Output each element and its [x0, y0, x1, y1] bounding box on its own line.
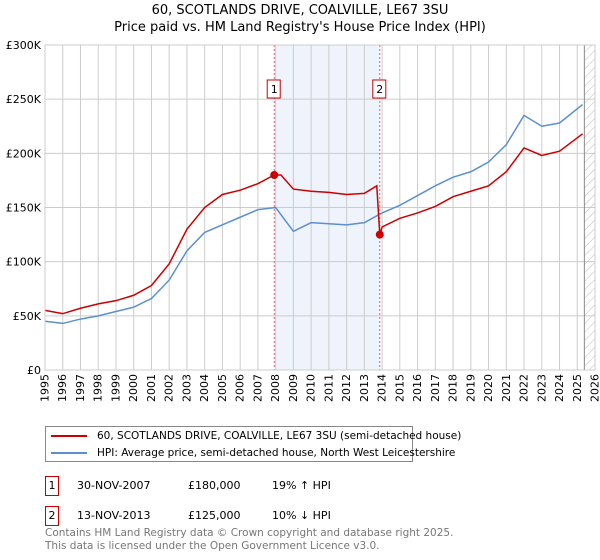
- y-tick-label: £100K: [6, 256, 42, 269]
- x-tick-label: 2017: [429, 374, 442, 402]
- y-tick-label: £0: [27, 364, 41, 377]
- annotation-box: [372, 79, 387, 99]
- legend-item-property: 60, SCOTLANDS DRIVE, COALVILLE, LE67 3SU…: [46, 428, 461, 444]
- x-tick-label: 2008: [269, 374, 282, 402]
- series-line: [44, 103, 584, 325]
- legend-swatch: [51, 452, 87, 454]
- x-tick-label: 1995: [39, 374, 52, 402]
- x-tick-label: 2010: [305, 374, 318, 402]
- transaction-date: 13-NOV-2013: [77, 509, 151, 522]
- annotation-label: 1: [271, 83, 278, 96]
- x-tick-label: 2018: [447, 374, 460, 402]
- x-tick-label: 2019: [464, 374, 477, 402]
- y-tick-label: £150K: [6, 202, 42, 215]
- sale-point: [270, 171, 279, 179]
- x-tick-label: 2025: [571, 374, 584, 402]
- x-tick-label: 2015: [393, 374, 406, 402]
- footer-line: This data is licensed under the Open Gov…: [45, 540, 380, 552]
- transaction-badge: 2: [45, 506, 59, 526]
- transaction-date: 30-NOV-2007: [77, 479, 151, 492]
- y-tick-label: £200K: [6, 147, 42, 160]
- x-tick-label: 2024: [553, 374, 566, 402]
- legend-swatch: [51, 435, 87, 437]
- transaction-badge: 1: [45, 476, 59, 496]
- series-line: [44, 133, 584, 315]
- chart-subtitle: Price paid vs. HM Land Registry's House …: [114, 20, 486, 35]
- price-chart: 1995 1996 1997 1998 1999 2000 2001 2002 2003 2004…: [6, 39, 600, 402]
- y-tick-label: £50K: [13, 310, 42, 323]
- transaction-price: £180,000: [188, 479, 241, 492]
- x-tick-label: 2002: [163, 374, 176, 402]
- footer-line: Contains HM Land Registry data © Crown c…: [45, 527, 454, 539]
- transaction-hpi: 10% ↓ HPI: [272, 509, 331, 522]
- x-tick-label: 1996: [56, 374, 69, 402]
- transaction-row: 2 13-NOV-2013 £125,000 10% ↓ HPI: [45, 506, 445, 526]
- x-tick-label: 1999: [109, 374, 122, 402]
- x-tick-label: 2013: [358, 374, 371, 402]
- x-tick-label: 2012: [340, 374, 353, 402]
- legend: 60, SCOTLANDS DRIVE, COALVILLE, LE67 3SU…: [45, 426, 461, 462]
- x-tick-label: 1997: [74, 374, 87, 402]
- x-tick-label: 1998: [92, 374, 105, 402]
- legend-label: 60, SCOTLANDS DRIVE, COALVILLE, LE67 3SU…: [97, 430, 462, 442]
- x-tick-label: 2016: [411, 374, 424, 402]
- sale-point: [375, 230, 384, 239]
- chart-title: 60, SCOTLANDS DRIVE, COALVILLE, LE67 3SU: [151, 3, 449, 18]
- x-tick-label: 2000: [127, 374, 140, 402]
- legend-label: HPI: Average price, semi-detached house,…: [97, 447, 456, 459]
- x-tick-label: 2001: [145, 374, 158, 402]
- legend-item-hpi: HPI: Average price, semi-detached house,…: [46, 445, 455, 461]
- x-tick-label: 2003: [180, 374, 193, 402]
- x-tick-label: 2007: [251, 374, 264, 402]
- x-tick-label: 2022: [518, 374, 531, 402]
- x-tick-label: 2004: [198, 374, 211, 402]
- y-tick-label: £300K: [6, 39, 42, 52]
- transaction-hpi: 19% ↑ HPI: [272, 479, 331, 492]
- x-tick-label: 2006: [234, 374, 247, 402]
- x-tick-label: 2023: [535, 374, 548, 402]
- y-tick-label: £250K: [6, 93, 42, 106]
- plot-frame: [44, 44, 596, 371]
- x-tick-label: 2026: [589, 374, 600, 402]
- x-tick-label: 2011: [322, 374, 335, 402]
- x-tick-label: 2021: [500, 374, 513, 402]
- footer: Contains HM Land Registry data © Crown c…: [45, 527, 453, 553]
- x-tick-label: 2014: [376, 374, 389, 402]
- transaction-row: 1 30-NOV-2007 £180,000 19% ↑ HPI: [45, 476, 445, 496]
- x-tick-label: 2009: [287, 374, 300, 402]
- annotation-label: 2: [376, 83, 383, 96]
- transaction-price: £125,000: [188, 509, 241, 522]
- annotation-box: [266, 79, 281, 99]
- x-tick-label: 2005: [216, 374, 229, 402]
- x-tick-label: 2020: [482, 374, 495, 402]
